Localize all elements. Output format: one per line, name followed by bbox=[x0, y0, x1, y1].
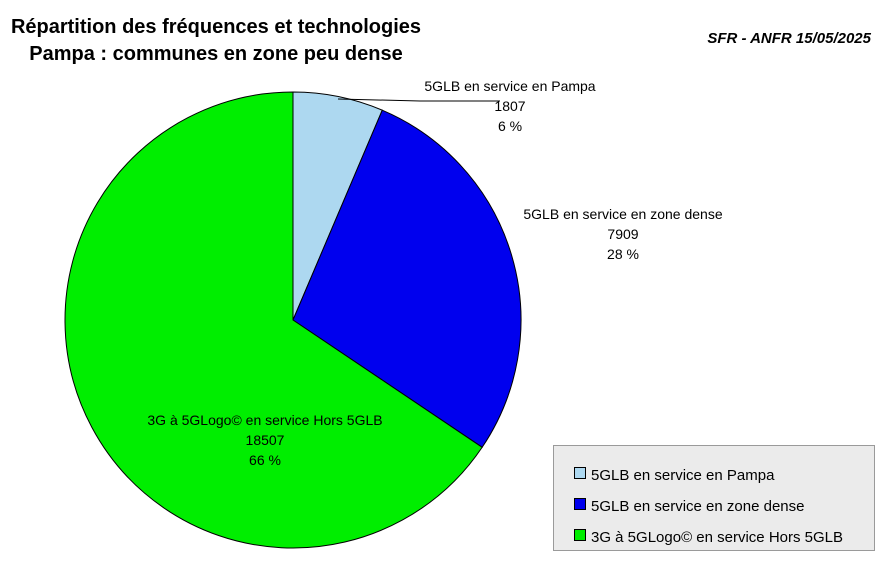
legend-label-pampa: 5GLB en service en Pampa bbox=[591, 467, 775, 484]
legend-item-pampa: 5GLB en service en Pampa bbox=[574, 466, 774, 486]
source-note: SFR - ANFR 15/05/2025 bbox=[707, 30, 871, 47]
legend-label-hors-5glb: 3G à 5GLogo© en service Hors 5GLB bbox=[591, 529, 844, 546]
slice-label-zone-dense-percent: 28 % bbox=[607, 246, 639, 262]
slice-label-zone-dense-value: 7909 bbox=[607, 226, 639, 242]
leader-line-pampa bbox=[337, 98, 500, 102]
chart-title: Répartition des fréquences et technologi… bbox=[8, 14, 424, 68]
slice-label-pampa: 5GLB en service en Pampa 1807 6 % bbox=[400, 76, 620, 136]
legend-item-zone-dense: 5GLB en service en zone dense bbox=[574, 497, 804, 517]
legend-swatch-pampa bbox=[574, 467, 586, 479]
legend-swatch-zone-dense bbox=[574, 498, 586, 510]
legend-swatch-hors-5glb bbox=[574, 529, 586, 541]
slice-label-pampa-value: 1807 bbox=[494, 98, 526, 114]
slice-label-hors-5glb-percent: 66 % bbox=[249, 452, 281, 468]
legend: 5GLB en service en Pampa 5GLB en service… bbox=[553, 445, 875, 551]
chart-title-line-2: Pampa : communes en zone peu dense bbox=[29, 43, 403, 65]
pie-slice-hors-5glb bbox=[64, 91, 483, 549]
slice-label-zone-dense-name: 5GLB en service en zone dense bbox=[523, 206, 723, 222]
slice-label-zone-dense: 5GLB en service en zone dense 7909 28 % bbox=[503, 204, 743, 264]
pie-slice-zone-dense bbox=[292, 109, 522, 448]
legend-item-hors-5glb: 3G à 5GLogo© en service Hors 5GLB bbox=[574, 528, 843, 548]
slice-label-pampa-name: 5GLB en service en Pampa bbox=[424, 78, 596, 94]
slice-label-pampa-percent: 6 % bbox=[497, 118, 523, 134]
chart-title-line-1: Répartition des fréquences et technologi… bbox=[10, 16, 422, 38]
slice-label-hors-5glb-name: 3G à 5GLogo© en service Hors 5GLB bbox=[147, 412, 383, 428]
slice-label-hors-5glb-value: 18507 bbox=[245, 432, 285, 448]
legend-label-zone-dense: 5GLB en service en zone dense bbox=[591, 498, 805, 515]
slice-label-hors-5glb: 3G à 5GLogo© en service Hors 5GLB 18507 … bbox=[120, 410, 410, 470]
